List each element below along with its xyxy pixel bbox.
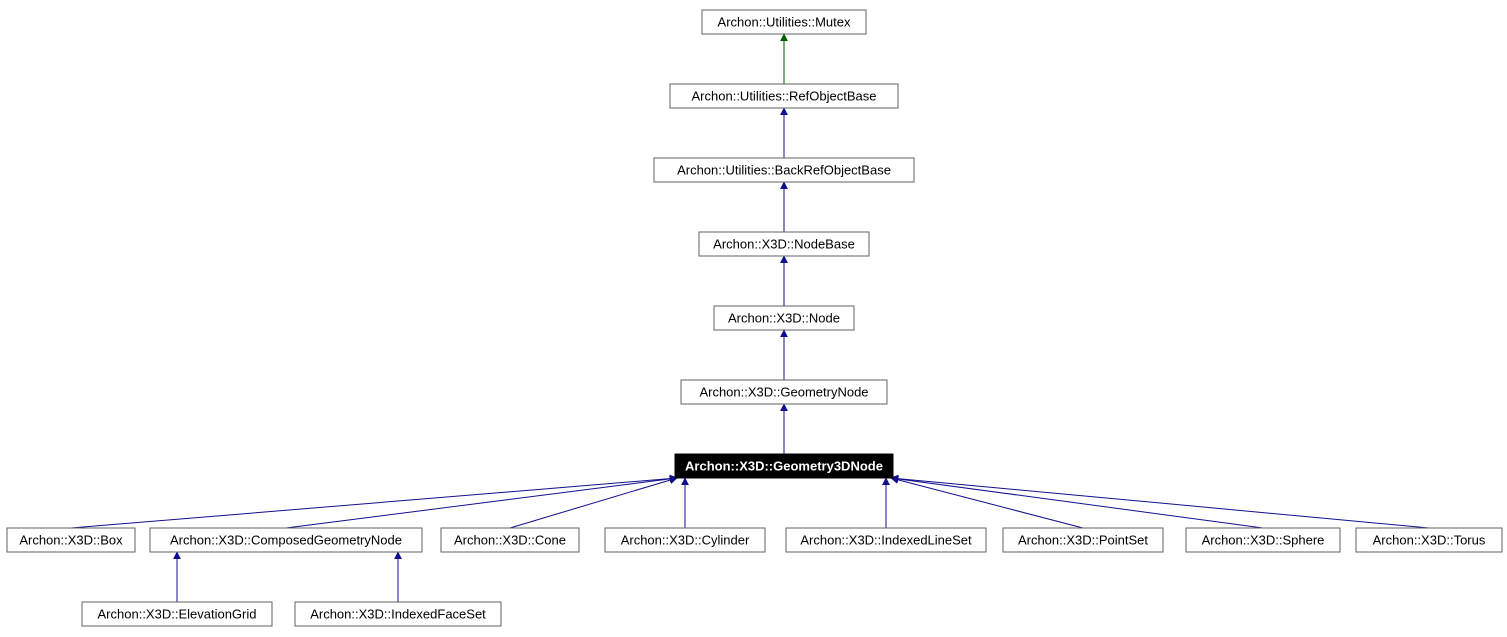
class-node-label: Archon::Utilities::BackRefObjectBase (677, 162, 891, 177)
class-node-label: Archon::X3D::Node (728, 310, 840, 325)
edge-cone-to-g3d (510, 478, 677, 528)
class-node-label: Archon::X3D::Torus (1373, 532, 1486, 547)
class-node-label: Archon::X3D::Box (19, 532, 123, 547)
class-node-pointset[interactable]: Archon::X3D::PointSet (1003, 528, 1163, 552)
class-node-label: Archon::X3D::PointSet (1018, 532, 1148, 547)
class-node-cylinder[interactable]: Archon::X3D::Cylinder (605, 528, 765, 552)
class-node-box[interactable]: Archon::X3D::Box (7, 528, 135, 552)
class-node-sphere[interactable]: Archon::X3D::Sphere (1186, 528, 1340, 552)
class-node-label: Archon::X3D::Cylinder (621, 532, 750, 547)
edge-sphere-to-g3d (891, 478, 1263, 528)
class-node-nodebase[interactable]: Archon::X3D::NodeBase (699, 232, 869, 256)
class-node-mutex[interactable]: Archon::Utilities::Mutex (702, 10, 866, 34)
edge-compgeom-to-g3d (286, 478, 677, 528)
class-node-g3d[interactable]: Archon::X3D::Geometry3DNode (675, 454, 893, 478)
edge-box-to-g3d (71, 478, 677, 528)
class-node-compgeom[interactable]: Archon::X3D::ComposedGeometryNode (150, 528, 422, 552)
class-node-label: Archon::Utilities::Mutex (718, 14, 851, 29)
class-node-cone[interactable]: Archon::X3D::Cone (441, 528, 579, 552)
class-node-refobj[interactable]: Archon::Utilities::RefObjectBase (670, 84, 898, 108)
class-node-label: Archon::X3D::IndexedLineSet (800, 532, 972, 547)
class-node-label: Archon::X3D::ElevationGrid (98, 606, 257, 621)
class-node-label: Archon::X3D::Cone (454, 532, 566, 547)
class-node-label: Archon::X3D::IndexedFaceSet (310, 606, 486, 621)
class-node-elevgrid[interactable]: Archon::X3D::ElevationGrid (82, 602, 272, 626)
class-node-label: Archon::X3D::Geometry3DNode (685, 458, 883, 473)
class-node-torus[interactable]: Archon::X3D::Torus (1356, 528, 1502, 552)
edge-torus-to-g3d (891, 478, 1429, 528)
class-node-backref[interactable]: Archon::Utilities::BackRefObjectBase (654, 158, 914, 182)
class-node-label: Archon::X3D::GeometryNode (699, 384, 868, 399)
class-node-idxline[interactable]: Archon::X3D::IndexedLineSet (786, 528, 986, 552)
class-node-geom[interactable]: Archon::X3D::GeometryNode (681, 380, 887, 404)
class-node-label: Archon::X3D::Sphere (1202, 532, 1325, 547)
inheritance-diagram: Archon::Utilities::MutexArchon::Utilitie… (0, 0, 1507, 637)
class-node-idxface[interactable]: Archon::X3D::IndexedFaceSet (295, 602, 501, 626)
class-node-label: Archon::Utilities::RefObjectBase (692, 88, 877, 103)
class-node-node[interactable]: Archon::X3D::Node (714, 306, 854, 330)
class-node-label: Archon::X3D::NodeBase (713, 236, 855, 251)
edge-pointset-to-g3d (891, 478, 1083, 528)
nodes-layer: Archon::Utilities::MutexArchon::Utilitie… (7, 10, 1502, 626)
class-node-label: Archon::X3D::ComposedGeometryNode (170, 532, 402, 547)
